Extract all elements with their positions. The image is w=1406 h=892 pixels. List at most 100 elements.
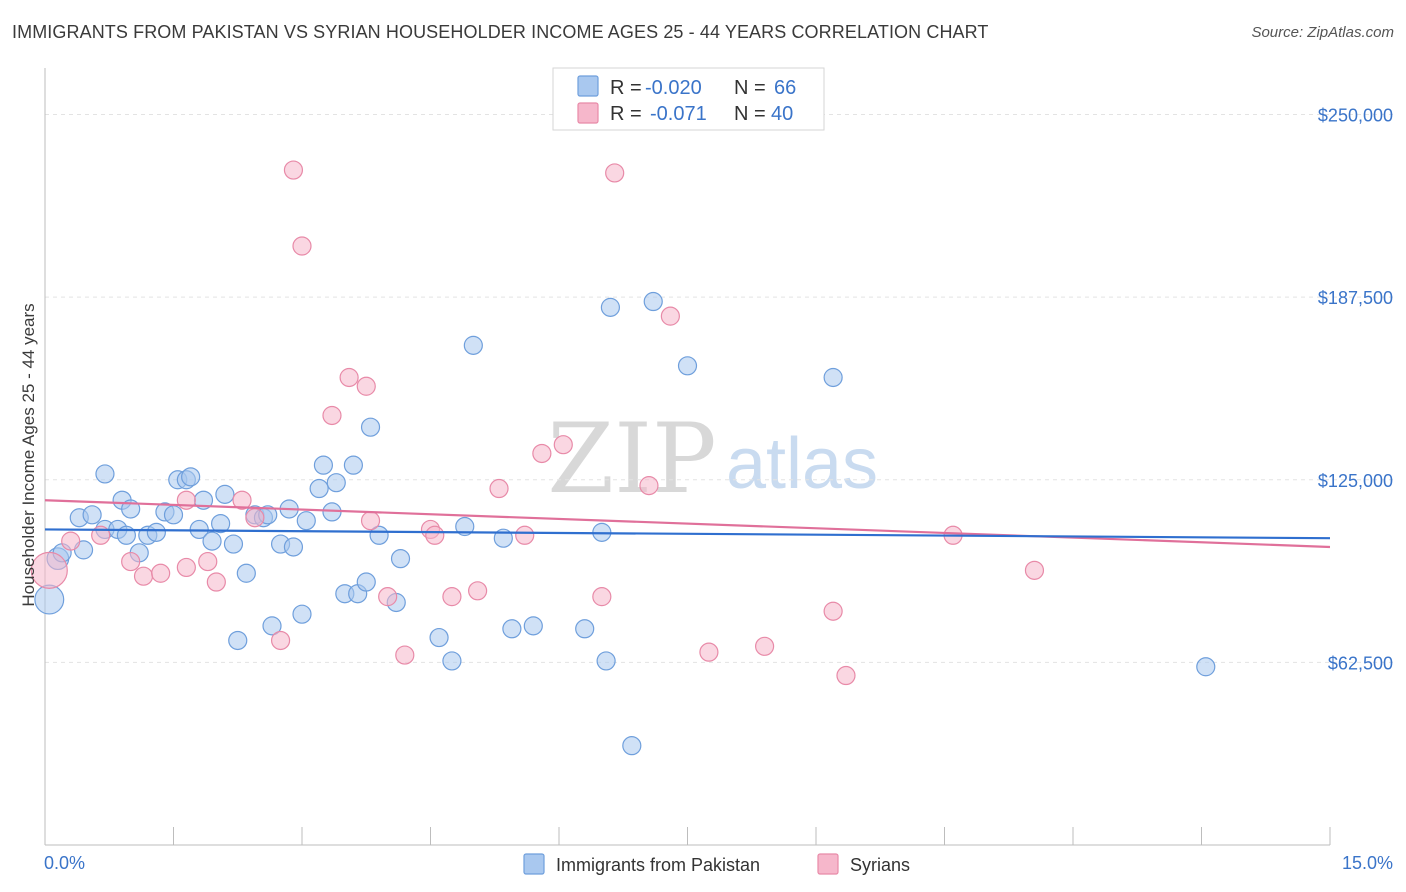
pakistan-point [493, 528, 513, 548]
y-tick-label: $250,000 [1318, 106, 1393, 126]
x-tick-labels: 0.0% 15.0% [44, 853, 1393, 873]
syrians-trendline [44, 499, 1331, 549]
pakistan-point [622, 736, 642, 756]
pakistan-point [823, 367, 843, 388]
syrians-point [532, 443, 552, 464]
legend-n-value-pakistan: 66 [774, 77, 796, 99]
pakistan-point [326, 473, 346, 493]
pakistan-point [463, 335, 483, 355]
pakistan-point [296, 511, 316, 531]
legend-r-value-pakistan: -0.020 [645, 77, 702, 99]
legend-r-label-pakistan: R = [610, 77, 642, 99]
pakistan-point [146, 522, 166, 542]
syrians-point [592, 587, 612, 607]
pakistan-point [211, 513, 231, 534]
pakistan-point [95, 464, 115, 484]
syrians-point [270, 630, 291, 651]
syrians-point [292, 236, 312, 256]
syrians-point [1024, 560, 1045, 580]
pakistan-point [442, 651, 462, 671]
syrians-point [660, 306, 680, 326]
syrians-point [378, 587, 398, 607]
legend-r-value-syrians: -0.071 [650, 103, 707, 125]
syrians-point [30, 551, 68, 589]
pakistan-point [455, 516, 475, 537]
legend-n-label-pakistan: N = [734, 77, 766, 99]
syrians-point [605, 163, 625, 183]
pakistan-point [356, 572, 376, 592]
syrians-point [699, 642, 719, 662]
syrians-point [836, 665, 856, 686]
pakistan-point [502, 619, 522, 639]
pakistan-point [575, 619, 595, 639]
syrians-point [468, 581, 488, 601]
syrians-point [425, 525, 445, 545]
pakistan-point [82, 505, 102, 525]
y-tick-label: $62,500 [1328, 653, 1393, 673]
pakistan-point [523, 616, 543, 636]
syrians-point [442, 587, 462, 607]
syrians-point [322, 405, 342, 426]
syrians-point [232, 490, 252, 510]
x-tick-label-end: 15.0% [1342, 853, 1393, 873]
pakistan-point [215, 484, 235, 504]
trendlines [44, 499, 1331, 549]
pakistan-point [313, 455, 334, 475]
legend-n-label-syrians: N = [734, 103, 766, 125]
watermark-atlas: atlas [726, 424, 878, 504]
pakistan-point [390, 549, 411, 569]
pakistan-point [163, 505, 184, 525]
syrians-point [133, 566, 154, 586]
pakistan-point [283, 537, 304, 557]
syrians-point [339, 367, 359, 388]
syrians-point [151, 563, 171, 583]
syrians-point [176, 557, 196, 578]
pakistan-point [223, 534, 244, 554]
syrians-point [395, 645, 415, 665]
pakistan-point [343, 455, 363, 475]
series-pakistan-points [34, 291, 1216, 756]
stats-legend: R = -0.020 N = 66 R = -0.071 N = 40 [552, 67, 825, 131]
pakistan-point [596, 651, 616, 671]
source-credit: Source: ZipAtlas.com [1251, 24, 1394, 41]
syrians-point [245, 508, 265, 528]
pakistan-point [677, 356, 698, 376]
pakistan-point [34, 584, 65, 615]
syrians-point [489, 478, 509, 499]
pakistan-point [181, 467, 201, 487]
syrians-point [206, 572, 226, 592]
syrians-point [121, 551, 141, 572]
syrians-point [360, 511, 381, 531]
pakistan-point [1196, 657, 1216, 677]
watermark-zip: ZIP [547, 403, 716, 515]
pakistan-point [643, 291, 663, 312]
pakistan-point [429, 627, 449, 648]
pakistan-point [360, 417, 381, 437]
pakistan-point [236, 563, 256, 583]
syrians-point [356, 376, 376, 396]
syrians-point [198, 551, 218, 572]
pakistan-point [600, 297, 621, 317]
pakistan-point [292, 604, 312, 624]
pakistan-point [202, 531, 222, 551]
bottom-legend-label-pakistan: Immigrants from Pakistan [556, 855, 760, 875]
pakistan-point [262, 616, 282, 636]
bottom-legend-label-syrians: Syrians [850, 855, 910, 875]
pakistan-point [228, 630, 248, 651]
syrians-point [283, 160, 304, 180]
syrians-point [823, 601, 843, 621]
legend-swatch-pakistan [577, 75, 599, 97]
syrians-point [515, 525, 535, 545]
chart-title: IMMIGRANTS FROM PAKISTAN VS SYRIAN HOUSE… [12, 22, 989, 42]
legend-swatch-syrians [577, 102, 599, 124]
watermark: ZIP atlas [547, 403, 878, 515]
syrians-point [754, 636, 775, 656]
y-tick-label: $125,000 [1318, 471, 1393, 491]
pakistan-trendline [44, 528, 1331, 540]
axes [44, 68, 1331, 846]
bottom-legend-swatch-syrians [817, 853, 839, 875]
series-legend: Immigrants from Pakistan Syrians [523, 853, 910, 875]
syrians-point [639, 476, 659, 496]
syrians-point [61, 531, 81, 551]
